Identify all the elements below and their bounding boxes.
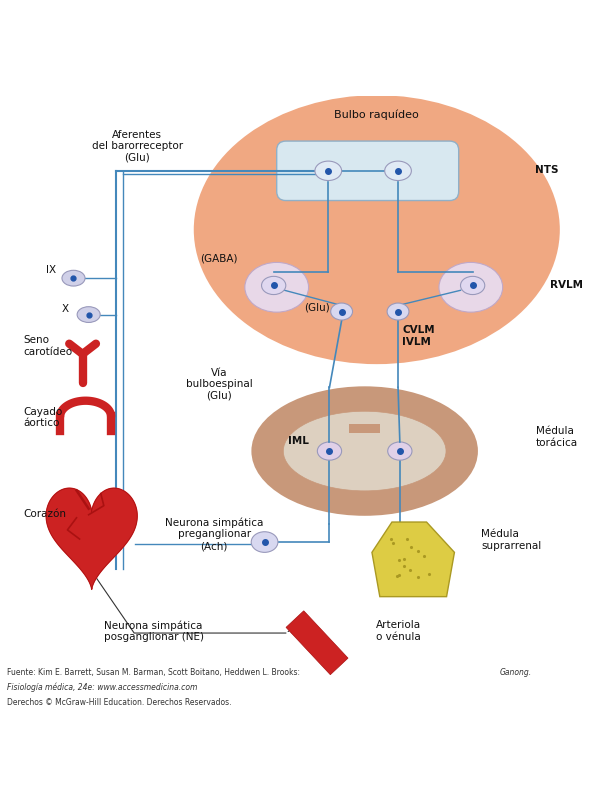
Text: Seno
carotídeo: Seno carotídeo — [24, 336, 73, 357]
Ellipse shape — [315, 161, 342, 181]
Text: (GABA): (GABA) — [200, 254, 238, 264]
Ellipse shape — [283, 411, 446, 491]
Polygon shape — [46, 488, 137, 590]
Text: Fisiología médica, 24e: www.accessmedicina.com: Fisiología médica, 24e: www.accessmedici… — [7, 683, 197, 692]
Ellipse shape — [195, 96, 559, 363]
Polygon shape — [372, 522, 454, 597]
Ellipse shape — [460, 276, 485, 295]
Text: Cayado
áortico: Cayado áortico — [24, 407, 63, 428]
Ellipse shape — [261, 276, 286, 295]
Text: NTS: NTS — [534, 165, 558, 175]
Ellipse shape — [252, 388, 477, 515]
Text: Vía
bulboespinal
(Glu): Vía bulboespinal (Glu) — [185, 368, 252, 401]
Ellipse shape — [245, 262, 308, 312]
Text: Bulbo raquídeo: Bulbo raquídeo — [334, 109, 419, 120]
FancyBboxPatch shape — [277, 141, 458, 201]
Text: RVLM: RVLM — [550, 280, 583, 291]
Ellipse shape — [439, 262, 503, 312]
Polygon shape — [350, 423, 380, 433]
Text: Neurona simpática
posganglionar (NE): Neurona simpática posganglionar (NE) — [103, 620, 204, 642]
Text: Ganong.: Ganong. — [499, 668, 531, 677]
Text: IML: IML — [288, 435, 309, 446]
Text: (Glu): (Glu) — [304, 302, 330, 312]
Text: CVLM
IVLM: CVLM IVLM — [402, 325, 435, 347]
Ellipse shape — [388, 442, 412, 460]
Text: Corazón: Corazón — [24, 508, 67, 519]
Text: Neurona simpática
preganglionar
(Ach): Neurona simpática preganglionar (Ach) — [165, 517, 263, 551]
Text: Fuente: Kim E. Barrett, Susan M. Barman, Scott Boitano, Heddwen L. Brooks:: Fuente: Kim E. Barrett, Susan M. Barman,… — [7, 668, 302, 677]
Ellipse shape — [62, 270, 85, 286]
Ellipse shape — [385, 161, 412, 181]
Ellipse shape — [387, 303, 409, 320]
Text: Derechos © McGraw-Hill Education. Derechos Reservados.: Derechos © McGraw-Hill Education. Derech… — [7, 698, 231, 707]
Polygon shape — [286, 610, 348, 674]
Text: X: X — [61, 304, 69, 313]
Ellipse shape — [251, 532, 278, 552]
Text: Arteriola
o vénula: Arteriola o vénula — [376, 621, 421, 642]
Ellipse shape — [317, 442, 342, 460]
Ellipse shape — [331, 303, 353, 320]
Text: Médula
torácica: Médula torácica — [536, 427, 578, 448]
Text: Aferentes
del barorreceptor
(Glu): Aferentes del barorreceptor (Glu) — [92, 129, 183, 163]
Text: IX: IX — [46, 264, 57, 275]
Text: Médula
suprarrenal: Médula suprarrenal — [481, 530, 541, 551]
Ellipse shape — [77, 307, 100, 323]
